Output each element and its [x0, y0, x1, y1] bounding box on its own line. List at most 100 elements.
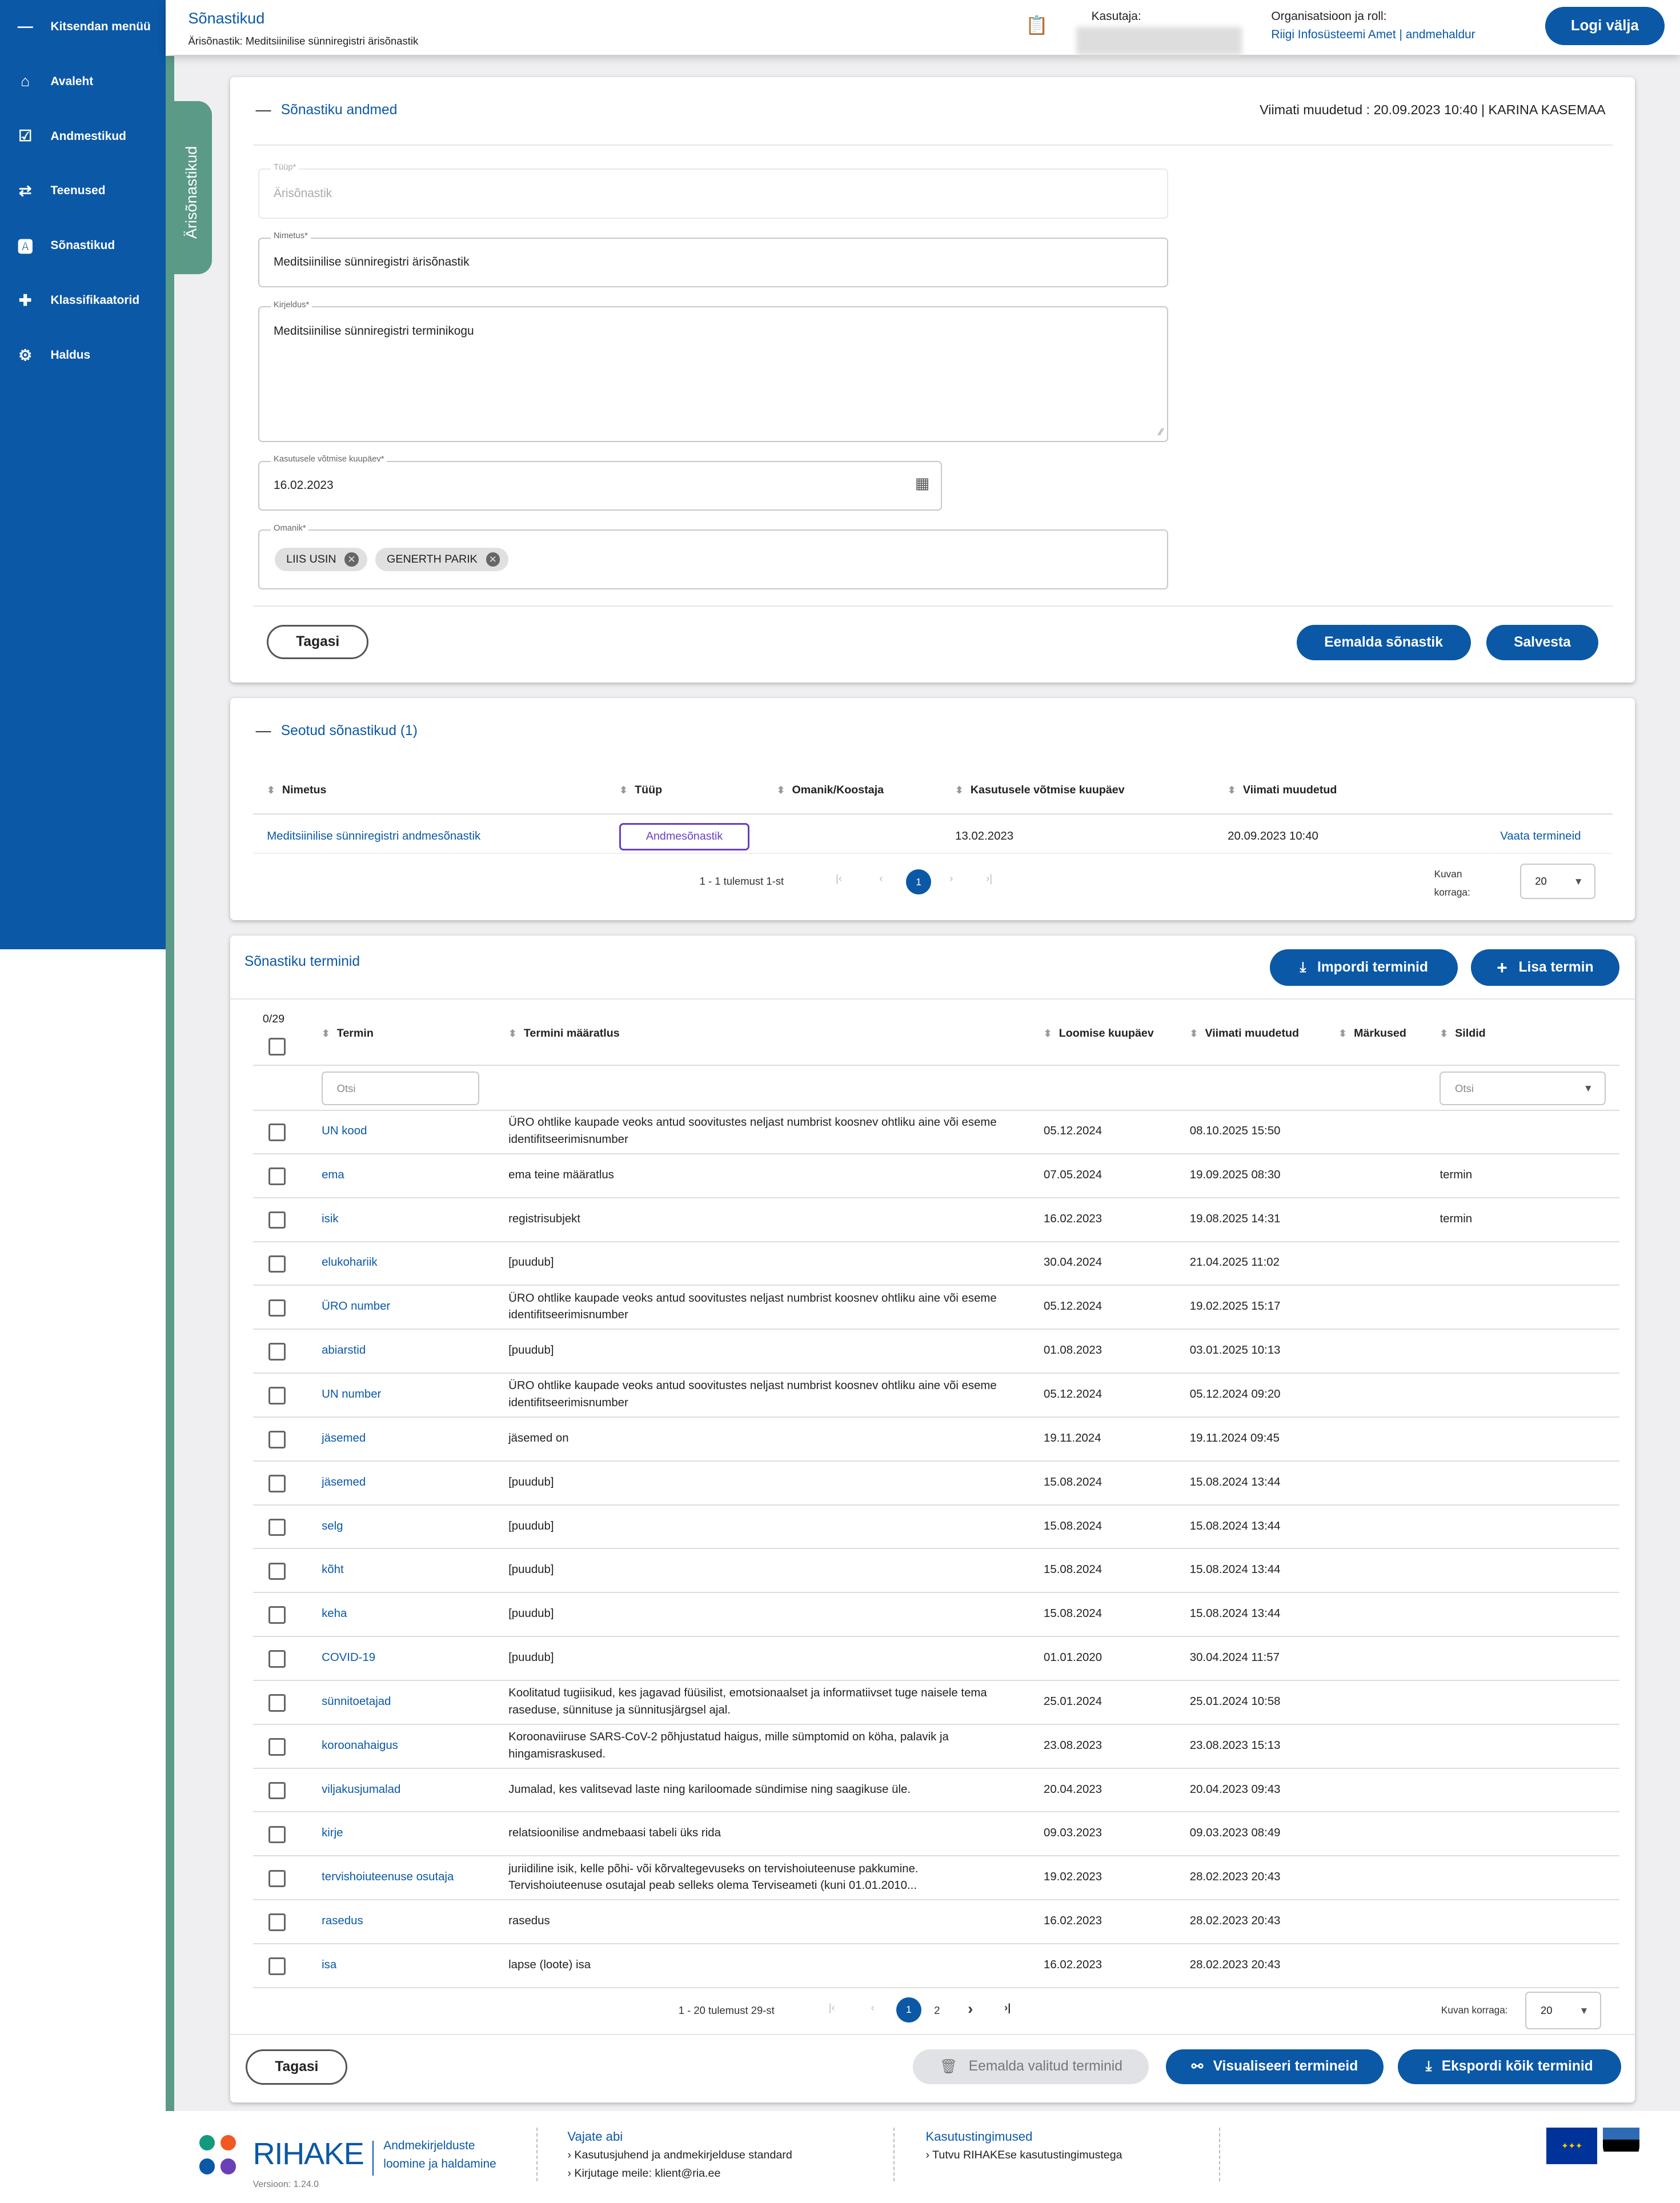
row-checkbox[interactable]: [268, 1299, 286, 1317]
clipboard-info-icon[interactable]: 📋: [1025, 14, 1048, 35]
row-checkbox[interactable]: [268, 1255, 286, 1273]
column-header-modified[interactable]: ⬍ Viimati muudetud: [1189, 1026, 1299, 1040]
calendar-icon[interactable]: ▦: [915, 474, 930, 492]
name-field[interactable]: Nimetus* Meditsiinilise sünniregistri är…: [258, 231, 1168, 288]
column-header-modified[interactable]: ⬍ Viimati muudetud: [1228, 784, 1337, 797]
row-checkbox[interactable]: [268, 1518, 286, 1536]
row-checkbox[interactable]: [268, 1343, 286, 1361]
back-button[interactable]: Tagasi: [246, 2049, 348, 2085]
import-terms-button[interactable]: ⤓ Impordi terminid: [1269, 949, 1458, 986]
column-header-type[interactable]: ⬍ Tüüp: [619, 784, 663, 797]
next-page-icon[interactable]: ›: [949, 872, 953, 885]
column-header-notes[interactable]: ⬍ Märkused: [1338, 1026, 1406, 1040]
remove-dictionary-button[interactable]: Eemalda sõnastik: [1296, 625, 1471, 660]
term-link[interactable]: jäsemed: [322, 1431, 366, 1444]
row-checkbox[interactable]: [268, 1211, 286, 1229]
term-link[interactable]: koroonahaigus: [322, 1739, 398, 1752]
column-header-created[interactable]: ⬍ Loomise kuupäev: [1044, 1026, 1154, 1040]
email-link[interactable]: › Kirjutage meile: klient@ria.ee: [567, 2167, 721, 2180]
visualize-terms-button[interactable]: ⚯ Visualiseeri termineid: [1165, 2049, 1384, 2085]
sidebar-item-klassifikaatorid[interactable]: ✚ Klassifikaatorid: [0, 279, 166, 322]
term-link[interactable]: keha: [322, 1607, 347, 1620]
column-header-owner[interactable]: ⬍ Omanik/Koostaja: [776, 784, 884, 797]
term-link[interactable]: kõht: [322, 1563, 344, 1576]
resize-handle-icon[interactable]: ⁄⁄: [1159, 426, 1163, 438]
term-link[interactable]: tervishoiuteenuse osutaja: [322, 1871, 454, 1884]
export-terms-button[interactable]: ⤓ Ekspordi kõik terminid: [1397, 2049, 1621, 2085]
column-header-term[interactable]: ⬍ Termin: [322, 1026, 374, 1040]
row-checkbox[interactable]: [268, 1562, 286, 1580]
collapse-icon[interactable]: —: [255, 721, 271, 739]
term-link[interactable]: isik: [322, 1212, 339, 1225]
sidebar-item-avaleht[interactable]: ⌂ Avaleht: [0, 61, 166, 103]
related-dictionary-link[interactable]: Meditsiinilise sünniregistri andmesõnast…: [267, 830, 481, 843]
column-header-name[interactable]: ⬍ Nimetus: [267, 784, 327, 797]
add-term-button[interactable]: + Lisa termin: [1470, 949, 1620, 986]
term-link[interactable]: ÜRO number: [322, 1300, 391, 1313]
save-button[interactable]: Salvesta: [1486, 625, 1599, 660]
collapse-icon[interactable]: —: [255, 101, 271, 119]
term-link[interactable]: rasedus: [322, 1915, 363, 1928]
collapse-menu-button[interactable]: — Kitsendan menüü: [0, 6, 166, 48]
per-page-select[interactable]: 20 ▼: [1525, 1991, 1602, 2030]
org-role-link[interactable]: Riigi Infosüsteemi Amet | andmehaldur: [1271, 28, 1475, 42]
term-link[interactable]: selg: [322, 1519, 343, 1532]
last-page-icon[interactable]: ›|: [986, 872, 993, 885]
select-all-checkbox[interactable]: [268, 1038, 286, 1056]
remove-selected-button[interactable]: 🗑 Eemalda valitud terminid: [913, 2049, 1149, 2085]
row-checkbox[interactable]: [268, 1650, 286, 1668]
row-checkbox[interactable]: [268, 1123, 286, 1141]
back-button[interactable]: Tagasi: [267, 625, 369, 660]
term-search-input[interactable]: Otsi: [322, 1072, 479, 1106]
page-2-button[interactable]: 2: [934, 2004, 940, 2016]
per-page-select[interactable]: 20 ▼: [1519, 864, 1596, 899]
first-page-icon[interactable]: |‹: [836, 872, 843, 885]
tags-filter-select[interactable]: Otsi ▼: [1440, 1072, 1606, 1106]
terms-link[interactable]: › Tutvu RIHAKEse kasutustingimustega: [925, 2149, 1122, 2162]
column-header-tags[interactable]: ⬍ Sildid: [1440, 1026, 1486, 1040]
term-link[interactable]: sünnitoetajad: [322, 1695, 391, 1708]
owner-field[interactable]: Omanik* LIIS USIN ✕ GENERTH PARIK ✕: [258, 523, 1168, 589]
row-checkbox[interactable]: [268, 1825, 286, 1844]
term-link[interactable]: UN kood: [322, 1124, 367, 1137]
term-link[interactable]: abiarstid: [322, 1344, 366, 1357]
row-checkbox[interactable]: [268, 1474, 286, 1492]
term-link[interactable]: viljakusjumalad: [322, 1783, 401, 1796]
date-field[interactable]: Kasutusele võtmise kuupäev* 16.02.2023 ▦: [258, 455, 943, 511]
row-checkbox[interactable]: [268, 1869, 286, 1888]
page-1-button[interactable]: 1: [906, 869, 932, 895]
row-checkbox[interactable]: [268, 1781, 286, 1800]
prev-page-icon[interactable]: ‹: [871, 2001, 875, 2014]
sidebar-item-andmestikud[interactable]: ☑ Andmestikud: [0, 115, 166, 158]
sidebar-item-sonastikud[interactable]: 🅰 Sõnastikud: [0, 224, 166, 267]
prev-page-icon[interactable]: ‹: [879, 872, 883, 885]
view-terms-link[interactable]: Vaata termineid: [1500, 830, 1581, 843]
row-checkbox[interactable]: [268, 1913, 286, 1931]
remove-chip-icon[interactable]: ✕: [344, 552, 359, 567]
term-link[interactable]: isa: [322, 1958, 337, 1971]
logout-button[interactable]: Logi välja: [1545, 7, 1665, 45]
row-checkbox[interactable]: [268, 1167, 286, 1185]
tab-arisonastikud[interactable]: Ärisõnastikud: [174, 101, 212, 274]
page-1-button[interactable]: 1: [896, 1997, 922, 2023]
term-link[interactable]: jäsemed: [322, 1475, 366, 1488]
first-page-icon[interactable]: |‹: [828, 2001, 835, 2014]
column-header-date[interactable]: ⬍ Kasutusele võtmise kuupäev: [955, 784, 1125, 797]
user-guide-link[interactable]: › Kasutusjuhend ja andmekirjelduse stand…: [567, 2149, 792, 2162]
term-link[interactable]: UN number: [322, 1388, 382, 1401]
row-checkbox[interactable]: [268, 1694, 286, 1712]
term-link[interactable]: ema: [322, 1168, 344, 1181]
row-checkbox[interactable]: [268, 1957, 286, 1975]
remove-chip-icon[interactable]: ✕: [486, 552, 500, 567]
term-link[interactable]: kirje: [322, 1827, 343, 1840]
sidebar-item-teenused[interactable]: ⇄ Teenused: [0, 170, 166, 212]
row-checkbox[interactable]: [268, 1738, 286, 1756]
column-header-definition[interactable]: ⬍ Termini määratlus: [508, 1026, 620, 1040]
term-link[interactable]: elukohariik: [322, 1256, 378, 1269]
row-checkbox[interactable]: [268, 1387, 286, 1405]
term-link[interactable]: COVID-19: [322, 1651, 376, 1664]
last-page-icon[interactable]: ›|: [1004, 2001, 1011, 2014]
sidebar-item-haldus[interactable]: ⚙ Haldus: [0, 334, 166, 376]
row-checkbox[interactable]: [268, 1431, 286, 1448]
next-page-icon[interactable]: ›: [968, 2000, 973, 2017]
